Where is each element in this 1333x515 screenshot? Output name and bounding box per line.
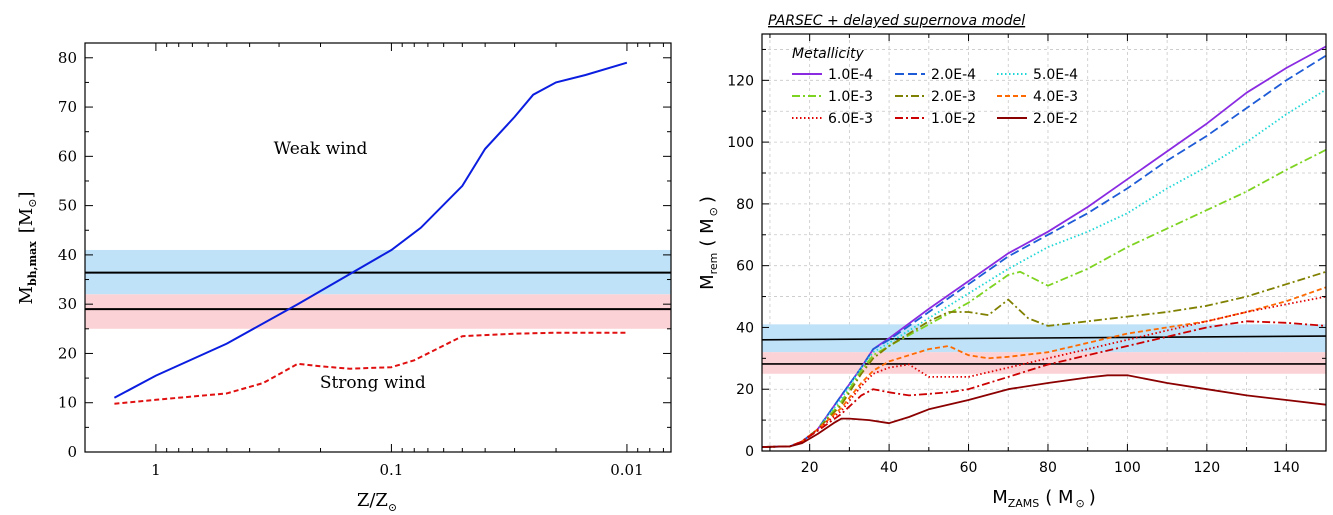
svg-text:Mrem( M⊙): Mrem( M⊙) [697,196,720,290]
right-chart-title: PARSEC + delayed supernova model [768,13,1025,29]
right-y-tick-label: 60 [736,259,754,275]
left-reference-lines [85,271,671,311]
left-x-axis-label: Z/Z⊙ [357,490,397,514]
right-band-1 [762,352,1326,374]
legend-label-2.0E-3: 2.0E-3 [931,89,976,105]
left-y-tick-label: 30 [58,295,77,313]
right-x-tick-label: 120 [1193,460,1220,476]
right-y-tick-label: 80 [736,197,754,213]
left-y-tick-label: 10 [58,394,77,412]
left-y-tick-label: 40 [58,246,77,264]
right-y-tick-label: 40 [736,320,754,336]
left-annotation-weak-wind: Weak wind [274,139,368,159]
legend: Metallicity 1.0E-4 2.0E-4 5.0E-4 1.0E-3 2.0E… [792,46,1078,127]
left-plot-frame [84,42,672,453]
right-chart: PARSEC + delayed supernova model 20 40 60 8… [697,13,1327,510]
right-series-1.0E-2 [762,320,1326,448]
left-y-tick-label: 0 [67,443,77,461]
right-series-2.0E-3 [762,270,1326,448]
legend-label-6.0E-3: 6.0E-3 [828,111,873,127]
right-x-tick-label: 80 [1039,460,1057,476]
left-y-tick-label: 20 [58,344,77,362]
left-annotation-strong-wind: Strong wind [320,373,426,393]
left-x-tick-label: 1 [151,461,161,479]
left-series-strong-wind [114,331,627,405]
legend-label-2.0E-2: 2.0E-2 [1033,111,1078,127]
legend-label-1.0E-3: 1.0E-3 [828,89,873,105]
left-x-tick-label: 0.01 [610,461,643,479]
legend-label-4.0E-3: 4.0E-3 [1033,89,1078,105]
legend-label-1.0E-2: 1.0E-2 [931,111,976,127]
left-series [113,61,628,405]
legend-title: Metallicity [792,46,865,62]
left-chart: 1 0.1 0.01 0 10 20 30 40 50 60 70 80 Weak wind Stro… [16,42,672,514]
left-ticks: 1 0.1 0.01 0 10 20 30 40 50 60 70 80 [58,43,671,479]
right-x-tick-label: 40 [880,460,898,476]
right-ticks: 20 40 60 80 100 120 140 0 20 40 60 80 100 120 [727,34,1327,476]
right-y-tick-label: 120 [727,73,754,89]
right-series-4.0E-3 [762,286,1326,448]
right-series-6.0E-3 [762,295,1326,448]
right-y-tick-label: 0 [745,444,754,460]
right-y-tick-label: 20 [736,382,754,398]
left-band-1 [85,294,671,329]
left-y-axis-label: Mbh,max[M⊙] [16,192,39,305]
right-y-tick-label: 100 [727,135,754,151]
right-x-tick-label: 100 [1114,460,1141,476]
left-y-tick-label: 50 [58,197,77,215]
right-reference-line-0 [762,335,1326,341]
right-grid [762,34,1326,451]
legend-label-5.0E-4: 5.0E-4 [1033,67,1078,83]
left-x-tick-label: 0.1 [379,461,403,479]
left-series-weak-wind [113,61,628,399]
svg-text:Mbh,max[M⊙]: Mbh,max[M⊙] [16,192,39,305]
right-y-axis-label: Mrem( M⊙) [697,196,720,290]
left-y-tick-label: 80 [58,49,77,67]
right-x-tick-label: 20 [801,460,819,476]
right-x-tick-label: 140 [1273,460,1300,476]
right-series-2.0E-2 [762,374,1326,448]
right-x-tick-label: 60 [960,460,978,476]
right-plot-frame [761,33,1327,452]
right-series [762,45,1326,448]
legend-label-1.0E-4: 1.0E-4 [828,67,873,83]
right-reference-lines [762,335,1326,365]
left-y-tick-label: 70 [58,98,77,116]
right-x-axis-label: MZAMS( M ⊙) [992,487,1096,510]
left-y-tick-label: 60 [58,147,77,165]
legend-label-2.0E-4: 2.0E-4 [931,67,976,83]
left-bands [85,249,671,329]
